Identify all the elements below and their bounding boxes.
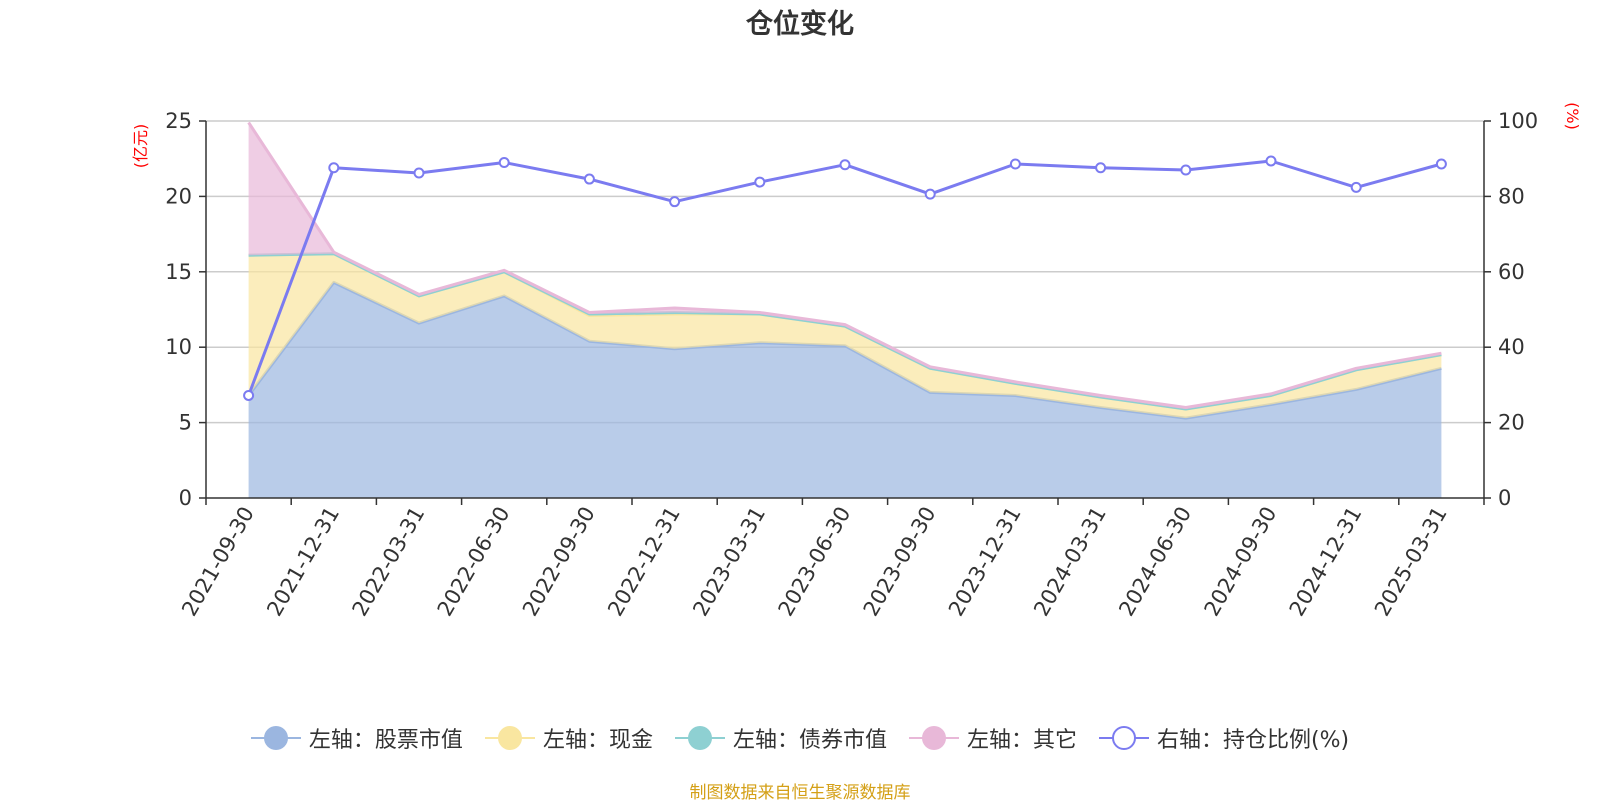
- x-axis-tick-label: 2023-09-30: [859, 502, 941, 620]
- x-axis-tick-label: 2023-03-31: [688, 503, 770, 621]
- legend-marker-icon: [250, 725, 301, 751]
- line-point: [669, 196, 681, 208]
- line-point: [413, 167, 425, 179]
- x-axis-tick-label: 2024-03-31: [1029, 503, 1111, 621]
- left-axis-tick-label: 10: [165, 335, 192, 359]
- left-axis-tick-label: 25: [165, 109, 192, 133]
- line-point: [1435, 158, 1447, 170]
- line-point: [1095, 162, 1107, 174]
- area-series-0: [248, 282, 1442, 498]
- legend-marker-icon: [908, 725, 959, 751]
- x-axis-tick-label: 2021-09-30: [177, 503, 259, 621]
- right-axis-tick-label: 100: [1498, 109, 1538, 133]
- left-axis-unit: (亿元): [131, 124, 150, 169]
- legend-item[interactable]: 右轴：持仓比例(%): [1098, 722, 1350, 754]
- left-axis-tick-label: 15: [165, 260, 192, 284]
- legend-label: 左轴：其它: [966, 728, 1077, 753]
- line-point: [1265, 155, 1277, 167]
- left-axis-tick-label: 0: [179, 486, 192, 510]
- right-axis-unit: (%): [1563, 102, 1582, 130]
- legend-item[interactable]: 左轴：其它: [908, 722, 1077, 754]
- line-point: [498, 156, 510, 168]
- legend-label: 左轴：债券市值: [732, 728, 887, 753]
- line-point: [1180, 164, 1192, 176]
- right-axis-tick-label: 60: [1498, 260, 1525, 284]
- source-note: 制图数据来自恒生聚源数据库: [689, 783, 911, 803]
- legend-label: 左轴：股票市值: [308, 728, 463, 753]
- x-axis-tick-label: 2024-12-31: [1285, 503, 1367, 621]
- x-axis-tick-label: 2021-12-31: [262, 503, 344, 621]
- line-point: [583, 173, 595, 185]
- x-axis-tick-label: 2022-09-30: [518, 503, 600, 621]
- legend-label: 右轴：持仓比例(%): [1156, 728, 1350, 753]
- x-axis-tick-label: 2025-03-31: [1370, 503, 1452, 621]
- legend-item[interactable]: 左轴：股票市值: [250, 722, 463, 754]
- line-point: [924, 188, 936, 200]
- x-axis-tick-label: 2023-06-30: [774, 503, 856, 621]
- x-axis-tick-label: 2024-06-30: [1114, 503, 1196, 621]
- legend-item[interactable]: 左轴：现金: [484, 722, 653, 754]
- x-axis-tick-label: 2022-03-31: [348, 503, 430, 621]
- line-point: [328, 162, 340, 174]
- area-layer: [247, 121, 1442, 498]
- x-axis-tick-label: 2022-06-30: [433, 503, 515, 621]
- chart-title: 仓位变化: [746, 9, 854, 40]
- line-point: [1350, 181, 1362, 193]
- legend-label: 左轴：现金: [542, 728, 653, 753]
- line-point: [243, 389, 255, 401]
- right-axis-tick-label: 20: [1498, 411, 1525, 435]
- line-point: [1009, 158, 1021, 170]
- legend-item[interactable]: 左轴：债券市值: [674, 722, 887, 754]
- legend-marker-icon: [484, 725, 535, 751]
- legend-marker-icon: [674, 725, 725, 751]
- area-edge-series-3: [247, 121, 1442, 409]
- line-point: [839, 159, 851, 171]
- x-axis-tick-label: 2024-09-30: [1200, 503, 1282, 621]
- x-axis-tick-label: 2022-12-31: [603, 503, 685, 621]
- line-layer: [243, 155, 1447, 401]
- left-axis-tick-label: 5: [179, 411, 192, 435]
- x-axis-tick-label: 2023-12-31: [944, 503, 1026, 621]
- right-axis-tick-label: 80: [1498, 184, 1525, 208]
- chart-legend: 左轴：股票市值 左轴：现金 左轴：债券市值 左轴：其它 右轴：持仓比例(%): [0, 722, 1600, 754]
- legend-marker-icon: [1098, 725, 1149, 751]
- right-axis-tick-label: 40: [1498, 335, 1525, 359]
- right-axis-tick-label: 0: [1498, 486, 1511, 510]
- line-point: [754, 176, 766, 188]
- left-axis-tick-label: 20: [165, 184, 192, 208]
